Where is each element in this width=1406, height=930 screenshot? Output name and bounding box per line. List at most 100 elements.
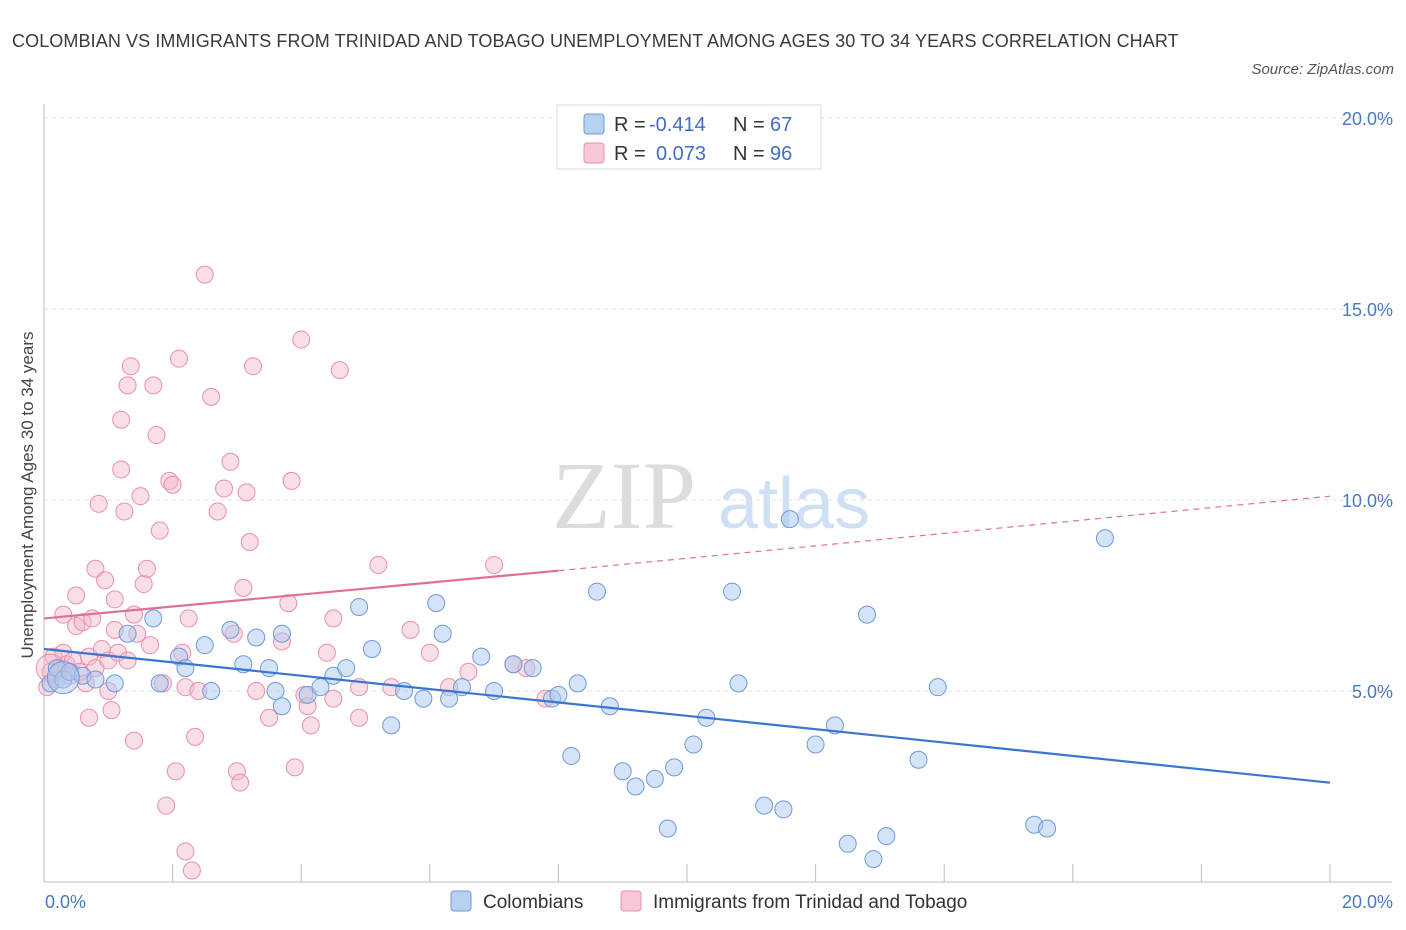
- chart-title: COLOMBIAN VS IMMIGRANTS FROM TRINIDAD AN…: [12, 31, 1179, 51]
- colombian-point: [427, 594, 446, 613]
- chart-source: Source: ZipAtlas.com: [1251, 61, 1394, 78]
- colombian-point: [806, 735, 825, 754]
- trinidad-point: [285, 758, 304, 777]
- trinidad-point: [221, 452, 240, 471]
- trinidad-point: [330, 361, 349, 380]
- colombian-point: [825, 716, 844, 735]
- colombian-point: [838, 834, 857, 853]
- colombian-point: [877, 827, 896, 846]
- trinidad-point: [166, 762, 185, 781]
- colombian-point: [928, 678, 947, 697]
- colombian-point: [665, 758, 684, 777]
- trinidad-point: [80, 708, 99, 727]
- trinidad-point: [227, 762, 246, 781]
- legend-r-label-1: R =: [614, 114, 646, 136]
- trinidad-point: [215, 479, 234, 498]
- trinidad-point: [202, 387, 221, 406]
- trinidad-point: [237, 483, 256, 502]
- trinidad-point: [96, 571, 115, 590]
- colombian-point: [202, 682, 221, 700]
- trinidad-point: [179, 609, 198, 628]
- colombian-point: [362, 639, 381, 658]
- y-tick-label: 5.0%: [1352, 682, 1393, 702]
- trinidad-point: [282, 471, 301, 490]
- trinidad-point: [118, 651, 137, 670]
- colombian-point: [144, 609, 163, 628]
- trinidad-point: [163, 475, 182, 494]
- colombian-point: [684, 735, 703, 754]
- colombian-point: [626, 777, 645, 796]
- y-tick-label: 20.0%: [1342, 109, 1393, 129]
- trinidad-point: [485, 555, 504, 574]
- trinidad-point: [301, 716, 320, 735]
- colombian-point: [272, 697, 291, 716]
- trinidad-point: [157, 796, 176, 815]
- y-axis-label: Unemployment Among Ages 30 to 34 years: [18, 332, 37, 659]
- bottom-legend-colombians: Colombians: [483, 892, 583, 913]
- colombian-cluster-point: [46, 661, 80, 695]
- trend-lines: [43, 495, 1331, 784]
- trinidad-point: [141, 636, 160, 655]
- colombian-point: [723, 582, 742, 601]
- trinidad-points: [35, 265, 555, 880]
- colombian-point: [755, 796, 774, 815]
- colombian-point: [221, 620, 240, 639]
- colombian-point: [337, 659, 356, 678]
- trinidad-trend-line: [43, 569, 559, 620]
- colombian-point: [587, 582, 606, 601]
- y-tick-label: 15.0%: [1342, 300, 1393, 320]
- trinidad-point: [369, 555, 388, 574]
- trinidad-point: [420, 643, 439, 662]
- bottom-legend-swatch-trinidad: [620, 890, 642, 912]
- legend-n-value-2: 96: [770, 143, 792, 165]
- axes: [43, 104, 1392, 883]
- trinidad-point: [182, 861, 201, 880]
- trinidad-point: [115, 502, 134, 521]
- trinidad-point: [243, 357, 262, 376]
- trinidad-point: [208, 502, 227, 521]
- x-tick-label-min: 0.0%: [45, 892, 86, 912]
- trinidad-point: [186, 727, 205, 746]
- colombian-point: [1038, 819, 1057, 838]
- trinidad-trend-extension: [558, 495, 1331, 572]
- colombian-point: [350, 597, 369, 616]
- trinidad-point: [105, 590, 124, 609]
- colombian-point: [645, 769, 664, 788]
- bottom-legend-swatch-colombians: [450, 890, 472, 912]
- colombian-point: [105, 674, 124, 693]
- colombian-point: [523, 659, 542, 678]
- legend-r-label-2: R =: [614, 143, 646, 165]
- trinidad-point: [144, 376, 163, 395]
- trinidad-point: [459, 662, 478, 681]
- bottom-legend: Colombians Immigrants from Trinidad and …: [450, 890, 967, 913]
- trinidad-point: [112, 460, 131, 479]
- colombian-trend-line: [43, 647, 1331, 784]
- trinidad-point: [247, 682, 266, 700]
- legend-n-value-1: 67: [770, 114, 792, 136]
- trinidad-point: [112, 410, 131, 429]
- colombian-point: [414, 689, 433, 708]
- colombian-point: [118, 624, 137, 643]
- legend-n-label-1: N =: [733, 114, 765, 136]
- colombian-point: [382, 716, 401, 735]
- trinidad-point: [231, 773, 250, 792]
- tick-labels: 5.0% 10.0% 15.0% 20.0% 0.0% 20.0%: [45, 109, 1393, 912]
- colombian-point: [562, 746, 581, 765]
- trinidad-point: [324, 609, 343, 628]
- trinidad-point: [54, 605, 73, 624]
- trinidad-point: [86, 559, 105, 578]
- trinidad-point: [260, 708, 279, 727]
- trinidad-point: [125, 731, 144, 750]
- colombian-point: [1095, 529, 1114, 548]
- colombian-point: [780, 510, 799, 529]
- trinidad-point: [102, 701, 121, 720]
- colombian-point: [272, 624, 291, 643]
- y-tick-label: 10.0%: [1342, 491, 1393, 511]
- colombian-point: [729, 674, 748, 693]
- colombian-point: [472, 647, 491, 666]
- grid-lines: [44, 117, 1392, 692]
- colombian-point: [86, 670, 105, 689]
- colombian-point: [433, 624, 452, 643]
- trinidad-point: [234, 578, 253, 597]
- colombian-point: [658, 819, 677, 838]
